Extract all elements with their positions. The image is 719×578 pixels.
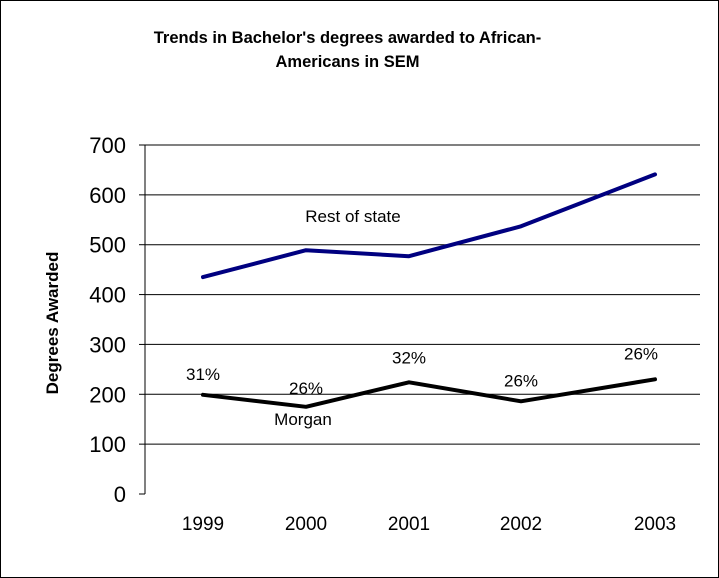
x-tick-label: 2002 — [500, 514, 542, 535]
chart-title-line-1: Trends in Bachelor's degrees awarded to … — [153, 29, 542, 47]
axes — [139, 144, 146, 495]
y-tick-label: 200 — [89, 382, 126, 407]
y-tick-label: 700 — [89, 133, 126, 158]
chart-title: Trends in Bachelor's degrees awarded to … — [60, 26, 635, 74]
y-tick-label: 500 — [89, 233, 126, 258]
x-tick-label: 2000 — [285, 514, 327, 535]
series-line-morgan — [201, 377, 657, 409]
data-label: 26% — [289, 379, 323, 398]
data-label: 31% — [186, 365, 220, 384]
x-tick-labels: 1999 2000 2001 2002 2003 — [182, 514, 676, 535]
y-tick-label: 600 — [89, 183, 126, 208]
x-tick-label: 2003 — [634, 514, 676, 535]
y-tick-label: 400 — [89, 283, 126, 308]
data-label: 26% — [504, 371, 538, 390]
y-tick-labels: 0 100 200 300 400 500 600 700 — [89, 133, 126, 507]
y-tick-label: 0 — [114, 482, 126, 507]
series-lines — [201, 172, 657, 409]
y-tick-label: 300 — [89, 332, 126, 357]
series-label-rest-of-state: Rest of state — [305, 207, 400, 226]
x-tick-label: 2001 — [388, 514, 430, 535]
y-tick-label: 100 — [89, 432, 126, 457]
data-labels: Rest of state Morgan 31% 26% 32% 26% 26% — [186, 207, 658, 429]
series-label-morgan: Morgan — [274, 410, 332, 429]
chart-title-line-2: Americans in SEM — [275, 53, 420, 71]
x-tick-label: 1999 — [182, 514, 224, 535]
y-axis-label: Degrees Awarded — [43, 252, 62, 395]
series-line-rest-of-state — [201, 172, 657, 280]
data-label: 32% — [392, 348, 426, 367]
data-label: 26% — [624, 344, 658, 363]
